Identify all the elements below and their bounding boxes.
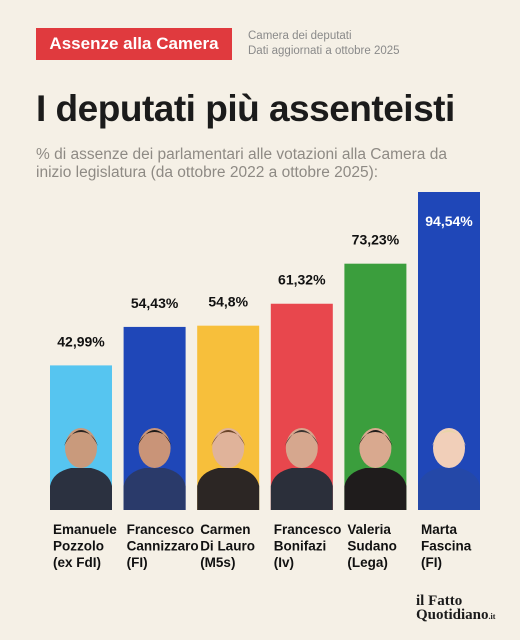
bar-group: 94,54% Marta Fascina(FI) <box>418 192 480 570</box>
source-line-2: Dati aggiornati a ottobre 2025 <box>248 45 400 57</box>
logo-line-1: il Fatto <box>416 593 463 609</box>
category-label: (Lega) <box>347 555 388 570</box>
person-hair <box>137 430 172 446</box>
category-label: (M5s) <box>200 555 235 570</box>
bar-value-label: 61,32% <box>278 272 326 288</box>
category-label: (FI) <box>127 555 148 570</box>
publisher-logo: il Fatto Quotidiano.it <box>416 594 495 624</box>
bar-value-label: 54,8% <box>208 294 248 310</box>
person-hair <box>64 430 98 446</box>
category-label: (Iv) <box>274 555 294 570</box>
category-label: Fascina <box>421 539 472 554</box>
person-body <box>197 468 260 510</box>
person-face <box>138 428 171 468</box>
bar-group: 54,8% Carmen Di Lauro(M5s) <box>197 294 260 570</box>
logo-suffix: .it <box>488 612 496 621</box>
bar-value-label: 42,99% <box>57 333 105 349</box>
category-label: Bonifazi <box>274 539 327 554</box>
person-face <box>65 428 97 468</box>
source-note: Camera dei deputati Dati aggiornati a ot… <box>248 29 400 59</box>
bar-group: 54,43% Francesco Cannizzaro(FI) <box>123 295 199 570</box>
page-title: I deputati più assenteisti <box>36 88 455 129</box>
category-label: Marta <box>421 522 458 537</box>
person-face <box>359 428 392 468</box>
bar-group: 61,32% Francesco Bonifazi(Iv) <box>270 272 342 570</box>
person-face <box>433 428 465 468</box>
person-body <box>270 468 333 510</box>
person-hair <box>284 430 319 446</box>
person-face <box>212 428 245 468</box>
category-label: Di Lauro <box>200 539 255 554</box>
topic-badge: Assenze alla Camera <box>36 28 232 60</box>
category-label: (FI) <box>421 555 442 570</box>
bar-group: 42,99% Emanuele Pozzolo(ex FdI) <box>50 333 117 570</box>
bar-group: 73,23% Valeria Sudano(Lega) <box>344 232 407 570</box>
category-label: Valeria <box>347 522 391 537</box>
bar-value-label: 54,43% <box>131 295 179 311</box>
source-line-1: Camera dei deputati <box>248 30 352 42</box>
person-body <box>418 468 480 510</box>
person-body <box>344 468 407 510</box>
person-hair <box>432 430 466 446</box>
category-label: Francesco <box>274 522 342 537</box>
category-label: Sudano <box>347 539 397 554</box>
category-label: (ex FdI) <box>53 555 101 570</box>
category-label: Carmen <box>200 522 250 537</box>
logo-line-2: Quotidiano.it <box>416 608 495 624</box>
bar-value-label: 94,54% <box>425 213 473 229</box>
person-body <box>123 468 186 510</box>
person-body <box>50 468 112 510</box>
person-hair <box>211 430 246 446</box>
category-label: Cannizzaro <box>127 539 199 554</box>
person-face <box>285 428 318 468</box>
chart-subtitle: % di assenze dei parlamentari alle votaz… <box>36 146 447 181</box>
category-label: Emanuele <box>53 522 117 537</box>
person-hair <box>358 430 393 446</box>
category-label: Pozzolo <box>53 539 104 554</box>
category-label: Francesco <box>127 522 195 537</box>
bar-value-label: 73,23% <box>352 232 400 248</box>
logo-name: Quotidiano <box>416 607 489 623</box>
